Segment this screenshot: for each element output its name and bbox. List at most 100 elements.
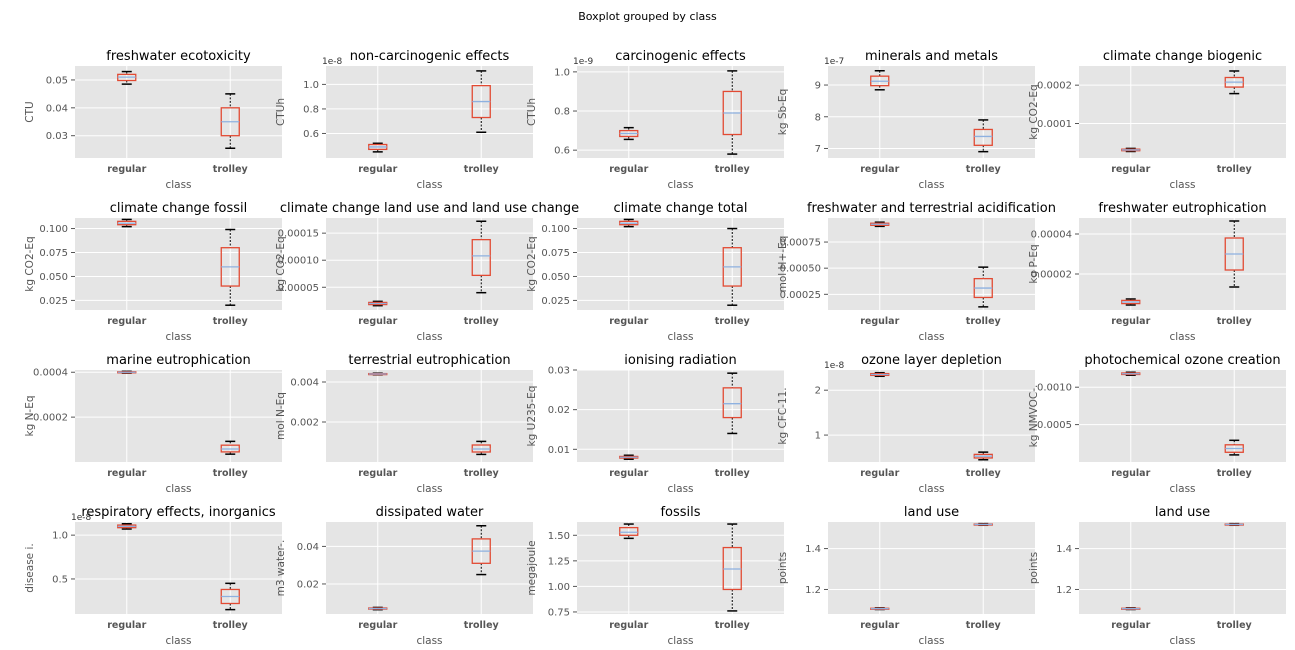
y-tick-label: 0.075 <box>541 248 570 259</box>
plot-area <box>326 218 533 310</box>
x-tick-label: regular <box>107 164 146 175</box>
iqr-box <box>722 387 742 419</box>
y-tick-label: 0.0001 <box>1037 119 1072 130</box>
y-tick-label: 0.8 <box>554 107 570 118</box>
plot-area <box>326 66 533 158</box>
box-trolley <box>973 119 993 153</box>
y-tick-label: 0.075 <box>39 248 68 259</box>
subplot-title: climate change total <box>614 201 748 216</box>
box-regular <box>619 126 639 141</box>
y-tick-label: 0.00010 <box>278 256 319 267</box>
x-tick-label: regular <box>1111 164 1150 175</box>
subplot-title: climate change land use and land use cha… <box>280 201 579 216</box>
x-tick-label: trolley <box>464 316 500 327</box>
x-tick-label: trolley <box>966 468 1002 479</box>
subplot-title: climate change biogenic <box>1103 49 1262 64</box>
x-axis-label: class <box>165 331 191 343</box>
plot-area <box>828 218 1035 310</box>
subplot: 0.6 0.8 1.0 regular trolley carcinogenic effe… <box>526 49 784 191</box>
subplot-title: marine eutrophication <box>106 353 250 368</box>
box-trolley <box>973 266 993 308</box>
y-tick-label: 0.00002 <box>1031 270 1072 281</box>
plot-area <box>1079 218 1286 310</box>
y-tick-label: 0.025 <box>541 296 570 307</box>
y-tick-label: 0.050 <box>541 272 570 283</box>
y-tick-label: 0.01 <box>548 445 570 456</box>
subplot: 0.025 0.050 0.075 0.100 regular trolley climat… <box>526 201 784 343</box>
subplot-title: climate change fossil <box>110 201 248 216</box>
x-axis-label: class <box>918 635 944 647</box>
y-tick-label: 0.6 <box>303 129 319 140</box>
subplot: 0.01 0.02 0.03 regular trolley ionising radia… <box>526 353 784 495</box>
x-axis-label: class <box>918 179 944 191</box>
y-tick-label: 0.002 <box>290 418 319 429</box>
plot-area <box>326 522 533 614</box>
plot-area <box>577 370 784 462</box>
box-regular <box>1121 371 1141 376</box>
x-axis-label: class <box>416 483 442 495</box>
y-tick-label: 1.0 <box>303 80 319 91</box>
y-tick-label: 0.00005 <box>278 283 319 294</box>
y-tick-label: 0.004 <box>290 378 319 389</box>
subplot: 0.75 1.00 1.25 1.50 regular trolley fossils cla… <box>526 505 784 647</box>
x-tick-label: regular <box>609 620 648 631</box>
subplot-title: ionising radiation <box>624 353 736 368</box>
y-offset-text: 1e-8 <box>322 57 343 67</box>
x-axis-label: class <box>165 179 191 191</box>
plot-area <box>75 66 282 158</box>
plot-area <box>75 370 282 462</box>
plot-area <box>828 522 1035 614</box>
subplot-title: minerals and metals <box>865 49 998 64</box>
y-axis-label: megajoule <box>526 540 538 595</box>
x-axis-label: class <box>416 179 442 191</box>
subplot: 0.5 1.0 regular trolley respiratory effects,… <box>24 505 282 647</box>
x-axis-label: class <box>918 331 944 343</box>
box-regular <box>619 523 639 540</box>
box-regular <box>368 142 388 153</box>
y-tick-label: 0.00025 <box>780 290 821 301</box>
y-tick-label: 0.100 <box>541 224 570 235</box>
x-tick-label: trolley <box>213 468 249 479</box>
y-tick-label: 0.0005 <box>1037 420 1072 431</box>
x-tick-label: trolley <box>1217 316 1253 327</box>
y-tick-label: 0.8 <box>303 104 319 115</box>
box-regular <box>117 523 137 530</box>
box-regular <box>1121 607 1141 611</box>
x-axis-label: class <box>416 331 442 343</box>
y-tick-label: 1.25 <box>548 556 570 567</box>
x-tick-label: regular <box>1111 316 1150 327</box>
x-tick-label: regular <box>609 316 648 327</box>
y-tick-label: 0.0004 <box>33 368 68 379</box>
x-axis-label: class <box>1169 179 1195 191</box>
y-axis-label: kg N-Eq <box>24 395 36 436</box>
x-tick-label: trolley <box>464 620 500 631</box>
y-axis-label: m3 water-. <box>275 540 287 597</box>
box-regular <box>619 218 639 228</box>
x-axis-label: class <box>918 483 944 495</box>
y-tick-label: 0.04 <box>297 542 319 553</box>
y-tick-label: 1.4 <box>1056 544 1072 555</box>
x-tick-label: trolley <box>715 468 751 479</box>
x-axis-label: class <box>1169 635 1195 647</box>
y-tick-label: 1.0 <box>554 67 570 78</box>
x-tick-label: trolley <box>213 316 249 327</box>
subplot: 0.0001 0.0002 regular trolley climate change… <box>1028 49 1286 191</box>
x-tick-label: regular <box>358 316 397 327</box>
subplot-title: carcinogenic effects <box>615 49 746 64</box>
box-trolley <box>1224 439 1244 456</box>
x-axis-label: class <box>667 179 693 191</box>
box-trolley <box>220 93 240 149</box>
x-axis-label: class <box>1169 483 1195 495</box>
plot-area <box>828 370 1035 462</box>
y-axis-label: kg CFC-11. <box>777 387 789 444</box>
plot-area <box>1079 522 1286 614</box>
x-axis-label: class <box>416 635 442 647</box>
subplot-title: dissipated water <box>376 505 484 520</box>
subplot-title: terrestrial eutrophication <box>348 353 510 368</box>
plot-area <box>75 218 282 310</box>
y-tick-label: 0.0002 <box>1037 81 1072 92</box>
figure-title: Boxplot grouped by class <box>578 10 717 23</box>
x-tick-label: trolley <box>1217 468 1253 479</box>
y-tick-label: 0.00075 <box>780 238 821 249</box>
